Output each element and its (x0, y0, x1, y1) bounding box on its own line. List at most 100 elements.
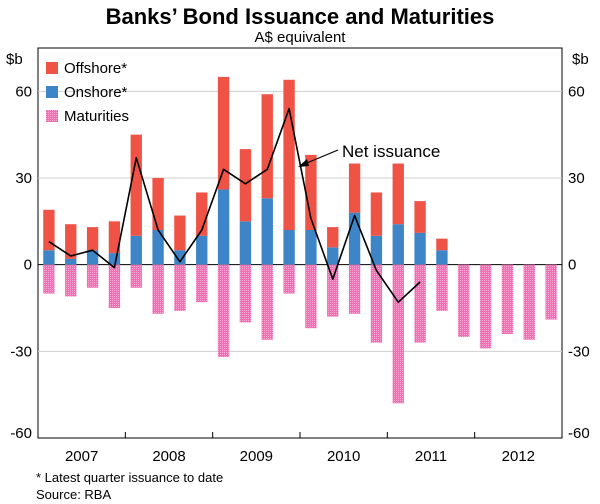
legend-label-onshore: Onshore* (64, 84, 128, 101)
legend: Offshore* Onshore* Maturities (46, 60, 129, 125)
net-issuance-annotation: Net issuance (298, 142, 440, 167)
x-tick-label: 2007 (65, 448, 98, 465)
bar-maturities (239, 264, 252, 323)
bar-maturities (305, 264, 317, 329)
bar-onshore (65, 258, 77, 265)
bar-maturities (523, 264, 535, 340)
bar-maturities (86, 264, 99, 288)
bar-maturities (545, 264, 557, 320)
bar-offshore (283, 79, 295, 231)
bar-maturities (458, 264, 470, 337)
footnote: * Latest quarter issuance to date (36, 470, 223, 485)
bar-maturities (65, 264, 77, 297)
y-unit-right: $b (572, 51, 589, 68)
bar-onshore (239, 221, 252, 265)
legend-swatch-offshore (46, 62, 58, 74)
bar-maturities (152, 264, 164, 314)
bar-onshore (174, 250, 186, 265)
chart-title: Banks’ Bond Issuance and Maturities (106, 4, 495, 29)
bar-onshore (108, 253, 121, 265)
bar-offshore (239, 149, 252, 222)
bar-onshore (152, 230, 164, 265)
bar-onshore (305, 230, 317, 265)
y-tick-right: 0 (568, 257, 576, 274)
bar-maturities (392, 264, 404, 404)
bar-maturities (108, 264, 121, 308)
bar-onshore (261, 198, 273, 265)
bar-maturities (130, 264, 142, 288)
bar-maturities (43, 264, 55, 294)
bar-onshore (283, 230, 295, 265)
chart-subtitle: A$ equivalent (255, 29, 347, 46)
y-tick-left: 30 (15, 170, 32, 187)
y-tick-left: -30 (10, 343, 32, 360)
x-tick-label: 2008 (152, 448, 185, 465)
bar-offshore (217, 76, 230, 190)
bar-maturities (414, 264, 426, 343)
net-issuance-polyline (48, 107, 421, 304)
legend-swatch-maturities (46, 110, 58, 122)
bar-offshore (436, 238, 448, 251)
y-tick-left: 0 (24, 257, 32, 274)
bar-maturities (327, 264, 339, 317)
bar-maturities (261, 264, 273, 340)
x-tick-label: 2009 (240, 448, 273, 465)
annotation-label: Net issuance (342, 142, 440, 161)
bar-maturities (283, 264, 295, 294)
x-tick-label: 2012 (502, 448, 535, 465)
bar-offshore (414, 201, 426, 233)
bar-onshore (392, 224, 404, 265)
bar-maturities (501, 264, 514, 334)
legend-label-offshore: Offshore* (64, 60, 127, 77)
legend-label-maturities: Maturities (64, 108, 129, 125)
bar-onshore (43, 250, 55, 265)
legend-swatch-onshore (46, 86, 58, 98)
x-tick-label: 2011 (415, 448, 447, 465)
bar-maturities (348, 264, 361, 314)
bar-offshore (261, 94, 273, 199)
y-tick-right: 60 (568, 83, 585, 100)
bar-onshore (130, 235, 142, 265)
source-note: Source: RBA (36, 487, 111, 502)
y-tick-left: -60 (10, 425, 32, 442)
bar-onshore (196, 235, 208, 265)
y-tick-right: 30 (568, 170, 585, 187)
bar-onshore (217, 189, 230, 265)
net-issuance-line (48, 107, 421, 304)
y-tick-right: -30 (568, 343, 590, 360)
y-tick-left: 60 (15, 83, 32, 100)
bar-offshore (174, 215, 186, 251)
plot-frame (37, 47, 563, 439)
bar-offshore (305, 154, 317, 230)
x-tick-label: 2010 (327, 448, 360, 465)
bar-onshore (86, 250, 99, 265)
bar-offshore (152, 178, 164, 230)
bar-series (43, 76, 557, 404)
bar-offshore (108, 221, 121, 254)
bar-onshore (348, 212, 361, 265)
bar-maturities (370, 264, 383, 343)
bar-offshore (130, 134, 142, 236)
bar-onshore (327, 247, 339, 265)
bar-maturities (217, 264, 230, 358)
bar-maturities (436, 264, 448, 311)
y-tick-labels: -60 -60 -30 -30 0 0 30 30 60 60 (10, 83, 589, 442)
bar-offshore (348, 163, 361, 213)
bar-offshore (43, 209, 55, 251)
bar-offshore (370, 192, 383, 236)
bar-onshore (370, 235, 383, 265)
bar-onshore (436, 250, 448, 265)
annotation-arrowhead (298, 159, 309, 167)
x-axis: 2007 2008 2009 2010 2011 2012 (65, 432, 535, 465)
bar-offshore (392, 163, 404, 225)
bar-onshore (414, 232, 426, 265)
bar-offshore (65, 224, 77, 259)
bar-offshore (196, 192, 208, 236)
gridlines (38, 90, 562, 352)
bar-offshore (86, 227, 99, 251)
bar-maturities (196, 264, 208, 303)
bar-maturities (479, 264, 492, 349)
bar-maturities (174, 264, 186, 311)
bar-offshore (327, 227, 339, 248)
